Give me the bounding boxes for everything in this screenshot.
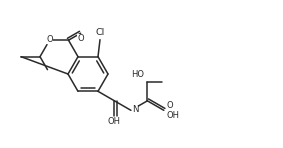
Text: N: N [132,105,138,114]
Text: OH: OH [167,111,180,120]
Text: O: O [46,35,53,44]
Text: Cl: Cl [95,28,105,37]
Text: O: O [77,34,84,43]
Text: O: O [167,101,173,110]
Text: OH: OH [108,117,121,126]
Text: HO: HO [131,70,144,79]
